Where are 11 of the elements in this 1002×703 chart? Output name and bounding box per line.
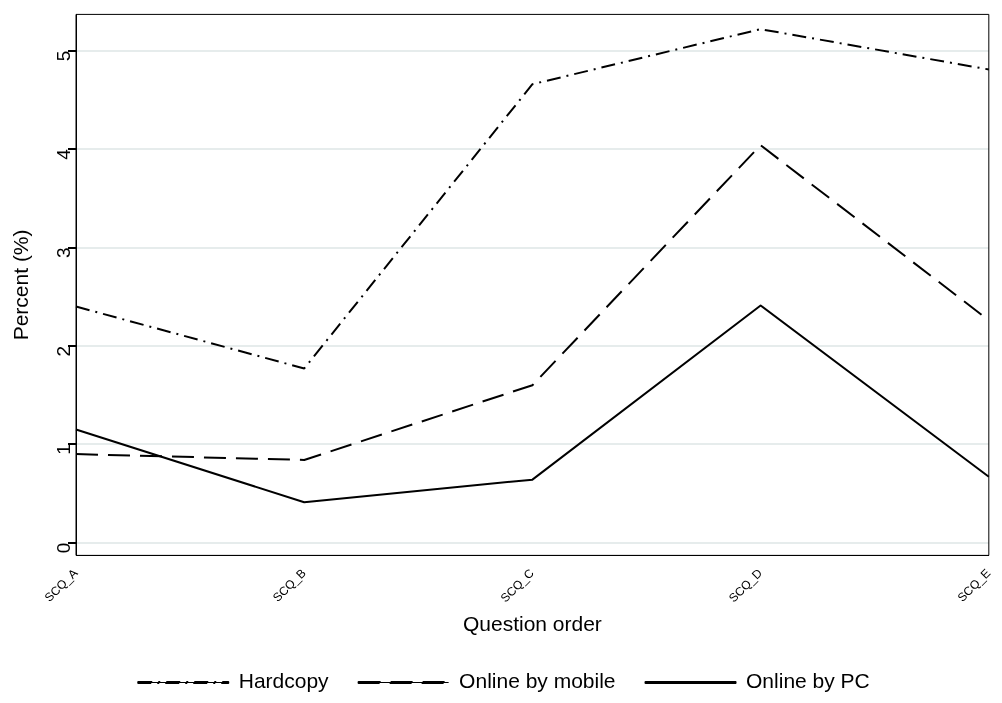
- y-tick-label: 0: [53, 542, 75, 554]
- y-tick-label: 1: [53, 444, 75, 455]
- legend-label: Hardcopy: [238, 669, 330, 693]
- y-tick-label: 2: [53, 345, 75, 357]
- legend-label: Online by PC: [746, 669, 870, 693]
- y-tick-label: 3: [53, 247, 75, 259]
- y-axis-title: Percent (%): [9, 229, 33, 341]
- legend-label: Online by mobile: [459, 669, 616, 693]
- x-axis-title: Question order: [462, 612, 602, 636]
- y-tick-label: 4: [53, 148, 75, 160]
- y-tick-label: 5: [53, 50, 75, 62]
